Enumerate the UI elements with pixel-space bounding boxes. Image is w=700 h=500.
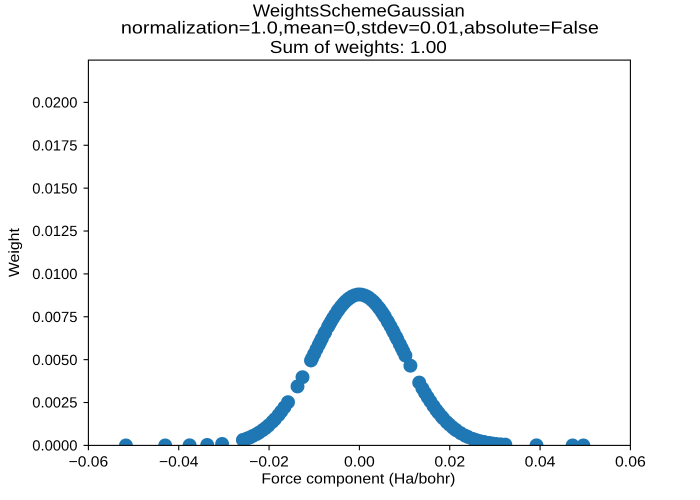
svg-text:0.0150: 0.0150 <box>32 181 77 197</box>
svg-text:0.0050: 0.0050 <box>32 353 77 369</box>
svg-text:−0.02: −0.02 <box>249 454 289 470</box>
svg-text:0.0000: 0.0000 <box>32 439 77 455</box>
svg-text:0.0075: 0.0075 <box>32 310 77 326</box>
svg-text:0.0200: 0.0200 <box>32 96 77 112</box>
svg-text:Weight: Weight <box>7 228 23 277</box>
svg-text:0.0175: 0.0175 <box>32 138 77 154</box>
svg-text:0.04: 0.04 <box>525 454 556 470</box>
svg-text:0.02: 0.02 <box>434 454 465 470</box>
svg-text:normalization=1.0,mean=0,stdev: normalization=1.0,mean=0,stdev=0.01,abso… <box>121 17 599 37</box>
svg-text:0.0100: 0.0100 <box>32 267 77 283</box>
svg-text:WeightsSchemeGaussian: WeightsSchemeGaussian <box>253 1 465 21</box>
svg-text:0.06: 0.06 <box>615 454 646 470</box>
svg-text:−0.06: −0.06 <box>69 454 109 470</box>
svg-text:Force component (Ha/bohr): Force component (Ha/bohr) <box>261 471 455 487</box>
svg-text:Sum of weights: 1.00: Sum of weights: 1.00 <box>270 37 447 57</box>
svg-text:0.0025: 0.0025 <box>32 396 77 412</box>
svg-text:0.0125: 0.0125 <box>32 224 77 240</box>
svg-text:0.00: 0.00 <box>344 454 375 470</box>
svg-text:−0.04: −0.04 <box>159 454 199 470</box>
